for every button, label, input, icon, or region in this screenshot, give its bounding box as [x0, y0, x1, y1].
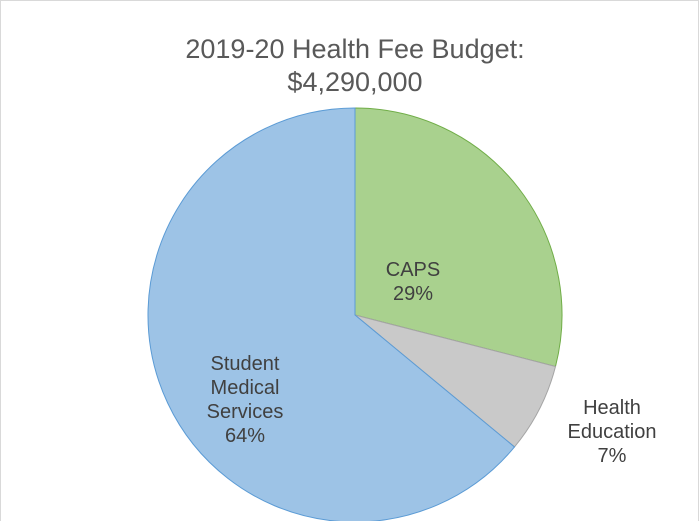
chart-title: $4,290,000: [287, 67, 422, 97]
category-label: CAPS: [385, 259, 441, 281]
pie-slice: [354, 107, 563, 368]
category-label: Student Medical Services: [206, 353, 284, 423]
value-label: 7%: [597, 445, 627, 467]
slice-label: Health Education 7%: [557, 396, 667, 468]
slice-label: Student Medical Services 64%: [200, 352, 290, 448]
category-label: Health Education: [567, 397, 657, 443]
chart-title: 2019-20 Health Fee Budget:: [185, 34, 524, 64]
value-label: 64%: [224, 425, 266, 447]
pie-slice: [147, 107, 516, 521]
value-label: 29%: [392, 283, 434, 305]
slice-label: CAPS 29%: [373, 258, 453, 306]
